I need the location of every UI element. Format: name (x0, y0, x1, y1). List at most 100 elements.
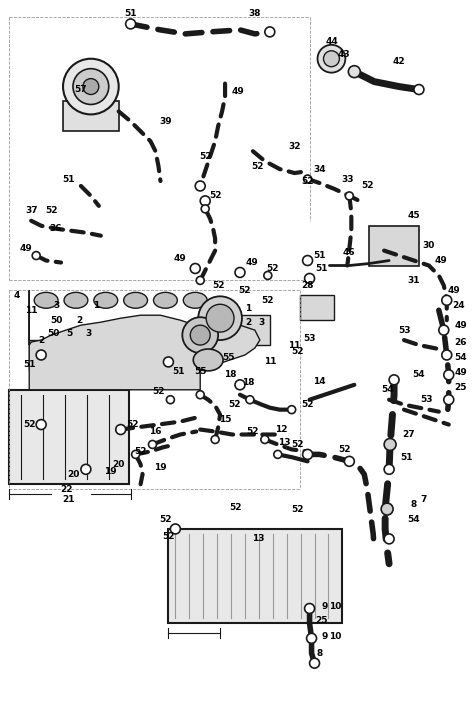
Text: 52: 52 (212, 281, 224, 290)
Circle shape (148, 441, 156, 448)
Ellipse shape (34, 292, 58, 308)
Text: 34: 34 (313, 165, 326, 174)
Bar (29, 340, 203, 370)
Circle shape (190, 325, 210, 345)
Text: 52: 52 (252, 162, 264, 170)
Text: 1: 1 (245, 303, 251, 313)
Circle shape (196, 277, 204, 284)
Ellipse shape (193, 349, 223, 371)
Text: 57: 57 (74, 85, 87, 94)
Text: 54: 54 (408, 515, 420, 524)
Text: 50: 50 (50, 315, 62, 325)
Text: 52: 52 (262, 296, 274, 305)
Circle shape (63, 58, 118, 115)
Circle shape (288, 406, 296, 414)
Text: 52: 52 (246, 427, 259, 436)
Bar (63, 101, 118, 132)
Circle shape (190, 263, 200, 273)
Text: 18: 18 (224, 370, 237, 379)
Ellipse shape (64, 292, 88, 308)
Circle shape (132, 451, 139, 458)
Text: 13: 13 (252, 534, 264, 543)
Text: 13: 13 (278, 438, 291, 447)
Text: 52: 52 (292, 348, 304, 356)
Text: 51: 51 (23, 360, 36, 370)
Circle shape (384, 465, 394, 474)
Text: 9: 9 (321, 602, 328, 611)
Circle shape (170, 524, 180, 534)
Text: 52: 52 (23, 420, 36, 429)
Bar (369, 226, 419, 265)
Text: 5: 5 (66, 329, 72, 338)
Text: 11: 11 (25, 306, 37, 315)
Text: 52: 52 (292, 505, 304, 514)
Text: 26: 26 (455, 337, 467, 346)
Text: 11: 11 (288, 341, 301, 350)
Text: 27: 27 (403, 430, 415, 439)
Text: 51: 51 (401, 453, 413, 462)
Text: 55: 55 (194, 367, 207, 377)
Text: 54: 54 (412, 370, 425, 379)
Text: 54: 54 (381, 385, 393, 394)
Text: 52: 52 (301, 400, 314, 409)
Circle shape (442, 350, 452, 360)
Text: 22: 22 (60, 484, 72, 494)
Text: 51: 51 (315, 264, 328, 273)
Text: 52: 52 (239, 286, 251, 295)
Text: 37: 37 (25, 206, 37, 215)
Text: 52: 52 (159, 515, 172, 524)
Text: 49: 49 (174, 254, 187, 263)
Text: 15: 15 (219, 415, 231, 424)
Text: 52: 52 (152, 387, 164, 396)
Text: 2: 2 (245, 318, 251, 327)
Text: 38: 38 (249, 9, 261, 18)
Circle shape (305, 273, 315, 284)
Circle shape (304, 175, 311, 183)
Text: 21: 21 (63, 495, 75, 503)
Circle shape (439, 325, 449, 335)
Text: 49: 49 (435, 256, 447, 265)
Text: 52: 52 (301, 177, 314, 186)
Text: 32: 32 (288, 142, 301, 151)
Text: 28: 28 (301, 281, 314, 290)
Text: 52: 52 (292, 440, 304, 449)
Text: 52: 52 (199, 151, 211, 161)
Circle shape (414, 84, 424, 94)
Text: 4: 4 (13, 291, 19, 300)
Circle shape (36, 420, 46, 429)
Circle shape (302, 256, 312, 265)
Circle shape (274, 451, 282, 458)
Text: 20: 20 (67, 470, 79, 479)
Circle shape (381, 503, 393, 515)
Text: 49: 49 (447, 286, 460, 295)
Text: 52: 52 (266, 264, 279, 273)
Circle shape (126, 19, 136, 29)
Text: 52: 52 (228, 400, 240, 409)
Circle shape (305, 603, 315, 613)
Ellipse shape (154, 292, 177, 308)
Text: 53: 53 (398, 326, 410, 334)
Text: 49: 49 (232, 87, 245, 96)
Text: 52: 52 (45, 206, 57, 215)
Text: 1: 1 (93, 301, 99, 310)
Text: 3: 3 (86, 329, 92, 338)
Text: 8: 8 (316, 648, 323, 658)
Circle shape (264, 272, 272, 279)
Circle shape (206, 304, 234, 332)
Text: 30: 30 (423, 241, 435, 250)
Text: 51: 51 (124, 9, 137, 18)
Circle shape (246, 396, 254, 403)
Circle shape (323, 51, 339, 67)
Bar (168, 529, 342, 624)
Circle shape (196, 391, 204, 398)
Polygon shape (29, 290, 260, 390)
Text: 49: 49 (20, 244, 33, 253)
Text: 52: 52 (162, 532, 174, 541)
Circle shape (83, 79, 99, 94)
Text: 54: 54 (455, 353, 467, 363)
Text: 24: 24 (452, 301, 465, 310)
Text: 7: 7 (421, 495, 427, 503)
Text: 8: 8 (411, 500, 417, 508)
Circle shape (389, 375, 399, 385)
Circle shape (310, 658, 319, 668)
